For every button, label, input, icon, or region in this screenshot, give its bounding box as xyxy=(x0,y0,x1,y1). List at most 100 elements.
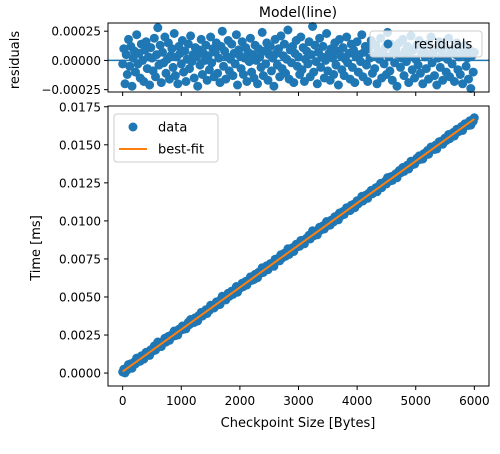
residual-point xyxy=(168,62,178,72)
residual-point xyxy=(186,31,196,41)
x-tick-label: 4000 xyxy=(342,394,373,408)
residual-point xyxy=(379,59,389,69)
residual-point xyxy=(145,80,155,90)
residual-point xyxy=(217,26,227,36)
y-tick-label: 0.0125 xyxy=(59,176,101,190)
residual-point xyxy=(185,64,194,74)
best-fit-line-group xyxy=(122,118,475,373)
residuals-x-ticks xyxy=(122,92,475,96)
residual-point xyxy=(399,71,409,81)
residual-point xyxy=(206,32,216,42)
residual-point xyxy=(296,32,306,42)
legend-data-label: data xyxy=(158,121,187,136)
residual-point xyxy=(269,81,279,91)
residuals-y-tick-label: −0.00025 xyxy=(41,83,101,97)
legend-data-marker xyxy=(128,122,138,132)
residual-point xyxy=(276,31,286,41)
residuals-panel: Model(line) −0.00025 0.00000 0.00025 resid… xyxy=(8,5,490,97)
residual-point xyxy=(238,70,248,79)
residual-point xyxy=(203,51,213,61)
residual-point xyxy=(310,40,320,50)
residual-point xyxy=(316,62,326,72)
residual-point xyxy=(158,47,167,57)
residual-point xyxy=(214,53,224,63)
legend-best-fit-label: best-fit xyxy=(158,143,204,158)
residual-point xyxy=(122,70,132,79)
best-fit-line xyxy=(122,118,475,373)
residual-point xyxy=(193,81,203,91)
residuals-legend-marker xyxy=(383,39,393,49)
residual-point xyxy=(124,34,133,44)
residual-point xyxy=(297,65,307,75)
y-tick-label: 0.0025 xyxy=(59,329,101,343)
residuals-y-tick-label: 0.00000 xyxy=(51,54,101,68)
residual-point xyxy=(321,55,330,65)
residual-point xyxy=(357,30,367,40)
main-x-ticks: 0 1000 2000 3000 4000 5000 6000 xyxy=(119,386,490,408)
y-tick-label: 0.0075 xyxy=(59,252,101,266)
residual-point xyxy=(392,81,402,91)
residual-point xyxy=(338,43,348,53)
residual-point xyxy=(213,68,223,78)
residual-point xyxy=(309,67,319,77)
residual-point xyxy=(468,67,478,77)
residual-point xyxy=(261,59,271,69)
residual-point xyxy=(461,61,471,71)
residual-point xyxy=(303,59,313,69)
residual-point xyxy=(362,60,371,70)
residual-point xyxy=(257,27,267,37)
residual-point xyxy=(306,50,316,60)
residual-point xyxy=(228,71,238,81)
residual-point xyxy=(132,30,142,40)
residual-point xyxy=(120,79,130,89)
residual-point xyxy=(322,29,332,38)
residual-point xyxy=(201,40,211,50)
residual-point xyxy=(430,71,439,81)
residual-point xyxy=(396,62,405,72)
residual-point xyxy=(181,77,191,86)
main-y-ticks: 0.0000 0.0025 0.0050 0.0075 0.0100 0.0125 0.01… xyxy=(59,100,108,381)
residual-point xyxy=(153,23,163,33)
x-tick-label: 2000 xyxy=(225,394,256,408)
residual-point xyxy=(263,75,273,85)
residual-point xyxy=(289,78,299,88)
y-tick-label: 0.0050 xyxy=(59,290,101,304)
residual-point xyxy=(231,30,241,40)
residual-point xyxy=(183,39,193,49)
residual-point xyxy=(466,84,476,93)
residual-point xyxy=(363,77,373,86)
residual-point xyxy=(267,66,276,76)
y-tick-label: 0.0175 xyxy=(59,100,101,114)
residual-point xyxy=(155,40,165,50)
residual-point xyxy=(253,79,262,89)
residual-point xyxy=(245,33,255,43)
x-tick-label: 3000 xyxy=(283,394,314,408)
x-tick-label: 0 xyxy=(119,394,127,408)
residuals-title: Model(line) xyxy=(259,5,337,21)
residual-point xyxy=(202,75,212,85)
residual-point xyxy=(189,73,199,83)
residual-point xyxy=(127,81,137,91)
residual-point xyxy=(318,41,328,51)
main-panel: 0.0000 0.0025 0.0050 0.0075 0.0100 0.0125 0.01… xyxy=(29,100,490,431)
residuals-legend: residuals xyxy=(369,30,483,58)
residual-point xyxy=(315,33,325,43)
residual-point xyxy=(352,37,362,47)
residual-point xyxy=(333,80,343,90)
residual-point xyxy=(151,72,160,82)
residuals-y-ticks: −0.00025 0.00000 0.00025 xyxy=(41,25,108,97)
residual-point xyxy=(279,39,289,49)
residual-point xyxy=(455,70,465,79)
main-legend: data best-fit xyxy=(113,113,219,163)
residual-point xyxy=(449,77,459,86)
x-tick-label: 5000 xyxy=(400,394,431,408)
residual-point xyxy=(121,50,131,60)
residual-point xyxy=(125,61,135,71)
residual-point xyxy=(370,64,380,74)
residual-point xyxy=(413,60,423,70)
residual-point xyxy=(169,29,179,38)
residual-point xyxy=(308,22,318,31)
residual-point xyxy=(233,80,242,90)
residual-point xyxy=(242,77,252,86)
